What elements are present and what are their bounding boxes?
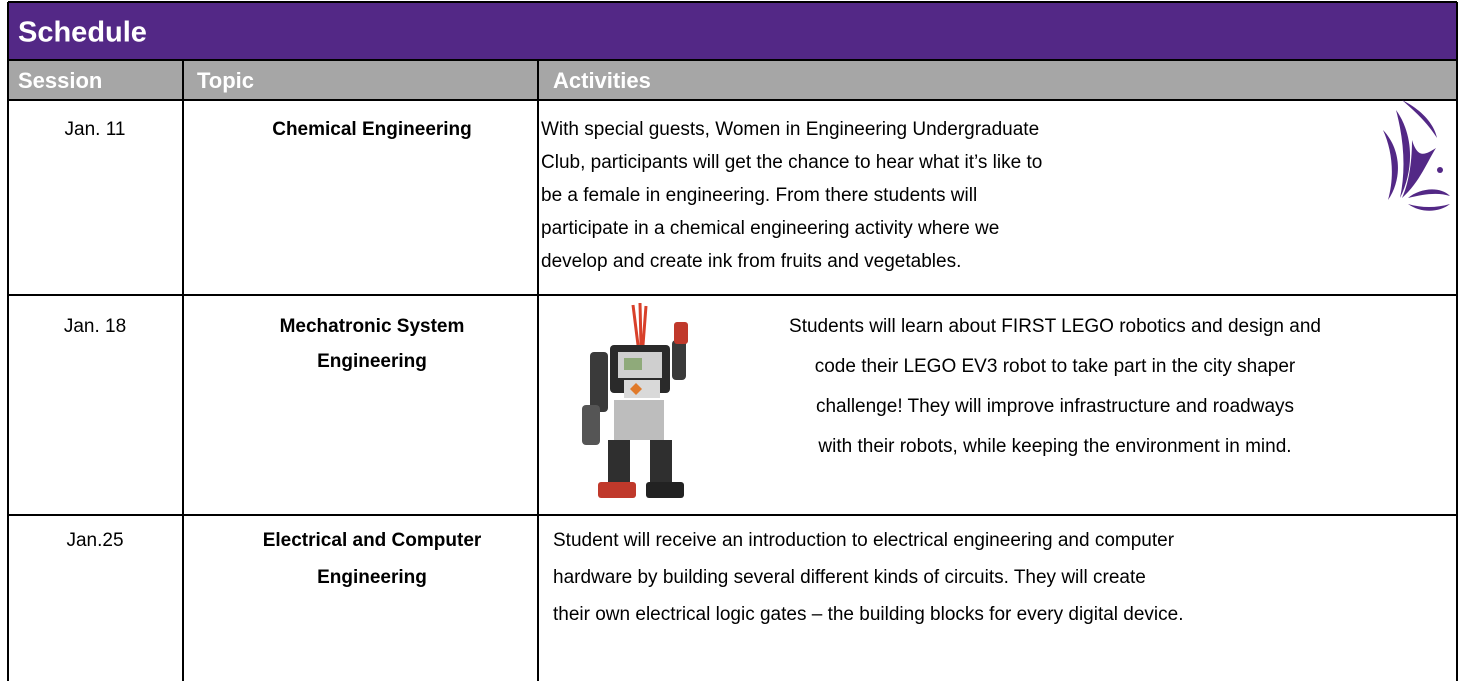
robot-image xyxy=(582,302,688,498)
session-cell: Jan. 18 xyxy=(64,316,126,337)
table-body: Jan. 11 Chemical Engineering With special … xyxy=(64,119,1321,625)
header-row xyxy=(8,60,1457,100)
topic-line: Engineering xyxy=(317,351,427,372)
session-cell: Jan. 11 xyxy=(65,119,126,140)
activity-line: hardware by building several different k… xyxy=(553,567,1146,588)
header-cell: Activities xyxy=(553,68,651,93)
topic-line: Electrical and Computer xyxy=(263,530,482,551)
activity-line: With special guests, Women in Engineerin… xyxy=(541,119,1039,140)
activity-line: be a female in engineering. From there s… xyxy=(541,185,977,206)
logo xyxy=(1383,100,1450,211)
header-cell: Topic xyxy=(197,68,254,93)
topic-line: Mechatronic System xyxy=(280,316,465,337)
activity-line: code their LEGO EV3 robot to take part i… xyxy=(815,356,1296,377)
table-rules xyxy=(7,1,1458,681)
activity-line: with their robots, while keeping the env… xyxy=(817,436,1291,457)
session-cell: Jan.25 xyxy=(66,530,123,551)
activity-line: challenge! They will improve infrastruct… xyxy=(816,396,1294,417)
topic-line: Engineering xyxy=(317,567,427,588)
activity-line: Students will learn about FIRST LEGO rob… xyxy=(789,316,1321,337)
activity-line: their own electrical logic gates – the b… xyxy=(553,604,1184,625)
title: Schedule xyxy=(18,17,147,49)
title-bar xyxy=(8,2,1457,60)
topic-line: Chemical Engineering xyxy=(272,119,472,140)
activity-line: Student will receive an introduction to … xyxy=(553,530,1175,551)
header-cell: Session xyxy=(18,68,102,93)
activity-line: Club, participants will get the chance t… xyxy=(541,152,1042,173)
activity-line: participate in a chemical engineering ac… xyxy=(541,218,999,239)
activity-line: develop and create ink from fruits and v… xyxy=(541,251,961,272)
